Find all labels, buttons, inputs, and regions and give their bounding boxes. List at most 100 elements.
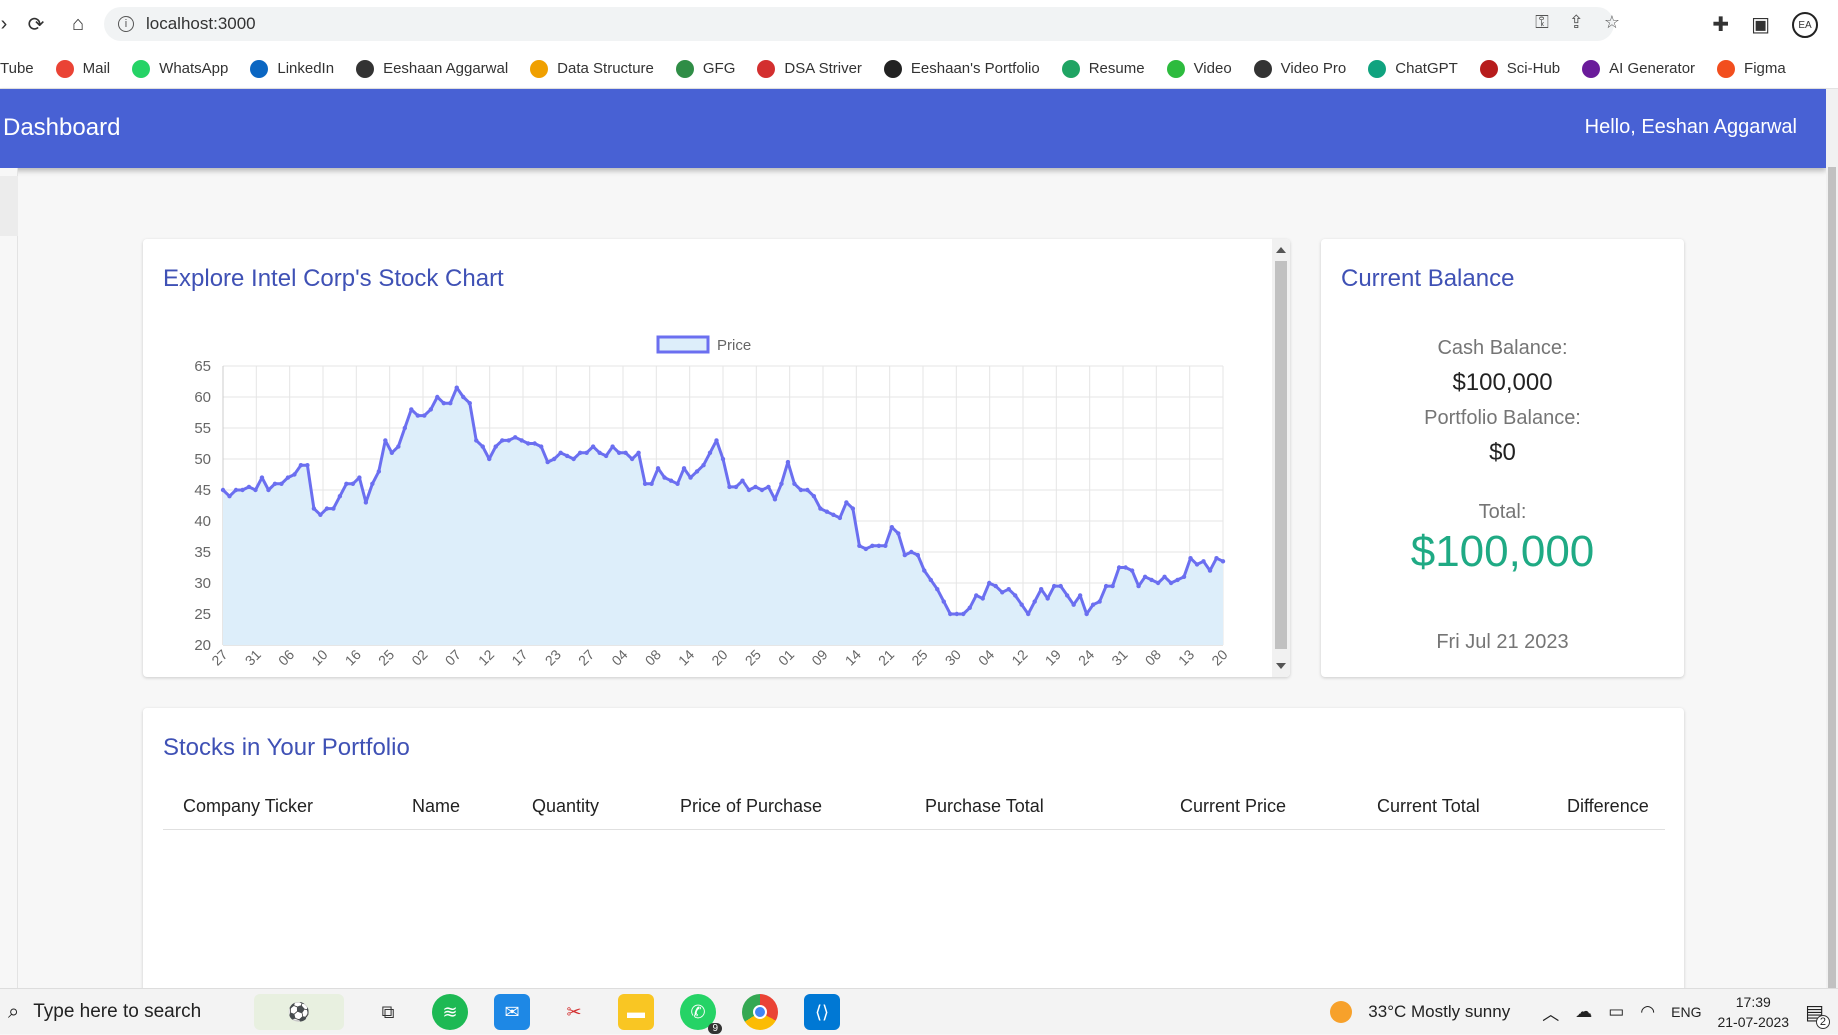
cash-balance-label: Cash Balance: [1437,337,1568,359]
bookmark-resume[interactable]: Resume [1061,59,1145,78]
taskbar-search-text: Type here to search [33,1001,202,1022]
spotify-icon[interactable]: ≋ [432,994,468,1030]
x-tick-label: 17 [508,646,530,668]
bookmark-data-structure[interactable]: Data Structure [530,59,654,78]
chart-scrollbar[interactable] [1272,239,1290,677]
mail-icon[interactable]: ✉ [494,994,530,1030]
chevron-up-icon[interactable]: ︿ [1542,1004,1560,1024]
y-tick-label: 50 [194,451,211,468]
x-tick-label: 02 [408,646,430,668]
price-point [772,497,778,502]
price-point [292,472,297,477]
price-point [597,450,602,455]
y-tick-label: 40 [194,513,211,530]
bookmark-figma[interactable]: Figma [1717,59,1786,78]
home-icon[interactable]: ⌂ [71,12,85,35]
system-tray: 33°C Mostly sunny ︿ ☁ ▭ ◠ ENG 17:39 21-0… [1330,989,1838,1035]
bookmark-gfg[interactable]: GFG [675,59,735,78]
price-point [227,494,232,499]
weather-icon [1330,1001,1353,1023]
key-icon[interactable]: ⚿ [1535,12,1549,32]
bookmark-linkedin[interactable]: LinkedIn [250,59,334,78]
reload-icon[interactable]: ⟳ [27,13,45,36]
y-tick-label: 20 [194,637,211,654]
windows-taskbar: ⌕ Type here to search ⚽ ⧉ ≋ ✉ ✂ ▬ ✆ 9 ⟨⟩ … [0,988,1838,1034]
bookmark-video-pro[interactable]: Video Pro [1253,59,1347,78]
bookmark-mail[interactable]: Mail [55,59,110,78]
x-tick-label: 30 [942,646,964,668]
price-point [922,568,927,573]
price-point [558,450,563,455]
price-point [1181,574,1187,579]
puzzle-icon[interactable]: ✚ [1712,14,1730,36]
task-view-icon[interactable]: ⧉ [381,1001,395,1022]
bookmark-whatsapp[interactable]: WhatsApp [132,59,228,78]
battery-icon[interactable]: ▭ [1608,1002,1625,1021]
file-explorer-icon[interactable]: ▬ [618,994,654,1030]
x-tick-label: 19 [1042,646,1064,668]
y-tick-label: 35 [194,544,211,561]
chrome-icon[interactable] [742,994,778,1030]
bookmark-tube[interactable]: Tube [0,60,34,77]
profile-avatar-icon[interactable]: EA [1792,12,1818,38]
bookmark-video[interactable]: Video [1166,59,1232,78]
price-point [318,512,323,517]
price-point [1077,593,1083,598]
bookmark-eeshaan-aggarwal[interactable]: Eeshaan Aggarwal [356,59,508,78]
scroll-up-icon[interactable] [1276,247,1286,253]
info-icon[interactable]: i [118,16,134,32]
bookmark-sci-hub[interactable]: Sci-Hub [1479,59,1560,78]
page-scrollbar[interactable] [1826,89,1838,991]
price-point [1110,583,1115,589]
snipping-tool-icon[interactable]: ✂ [566,1001,582,1022]
bookmark-eeshaan-s-portfolio[interactable]: Eeshaan's Portfolio [883,59,1040,78]
star-icon[interactable]: ☆ [1603,12,1620,32]
cloud-icon[interactable]: ☁ [1575,1002,1593,1021]
price-point [896,531,901,536]
price-point [642,481,648,486]
bookmark-ai-generator[interactable]: AI Generator [1582,59,1695,78]
price-point [974,593,979,598]
address-bar[interactable]: i localhost:3000 [104,7,1614,41]
clock-date: 21-07-2023 [1717,1014,1790,1030]
x-tick-label: 10 [308,646,330,668]
football-widget-icon[interactable]: ⚽ [254,994,344,1030]
bookmark-label: ChatGPT [1395,60,1458,77]
bookmark-chatgpt[interactable]: ChatGPT [1368,59,1458,78]
price-point [707,450,713,455]
price-point [1162,574,1167,579]
chart-scroll-thumb[interactable] [1275,261,1287,649]
bookmark-label: Video Pro [1280,60,1347,77]
price-point [824,509,830,514]
price-point [545,459,550,465]
price-point [253,487,258,493]
price-point [759,487,765,493]
back-icon[interactable]: › [0,12,8,35]
share-icon[interactable]: ⇪ [1568,12,1584,32]
price-point [493,444,498,449]
price-point [746,487,752,493]
price-point [584,450,589,455]
sidepanel-icon[interactable]: ▣ [1751,14,1770,36]
clock[interactable]: 17:39 21-07-2023 [1717,992,1789,1032]
notification-icon[interactable]: ▤ 2 [1805,1000,1830,1029]
bookmark-dsa-striver[interactable]: DSA Striver [757,59,862,78]
price-point [837,515,843,521]
x-tick-label: 07 [442,646,464,668]
price-point [987,580,992,586]
price-point [233,487,239,493]
price-point [636,450,641,455]
weather-text[interactable]: 33°C Mostly sunny [1368,1002,1511,1021]
whatsapp-icon[interactable]: ✆ 9 [680,994,722,1034]
taskbar-search[interactable]: ⌕ Type here to search [0,989,250,1035]
language-indicator[interactable]: ENG [1671,1004,1702,1020]
price-point [915,552,921,558]
x-tick-label: 16 [342,646,364,668]
x-tick-label: 24 [1075,646,1097,668]
wifi-icon[interactable]: ◠ [1640,1002,1656,1021]
vscode-icon[interactable]: ⟨⟩ [804,994,840,1030]
scroll-down-icon[interactable] [1276,663,1286,669]
price-point [519,438,524,443]
x-tick-label: 25 [908,646,930,668]
price-point [1155,580,1161,586]
